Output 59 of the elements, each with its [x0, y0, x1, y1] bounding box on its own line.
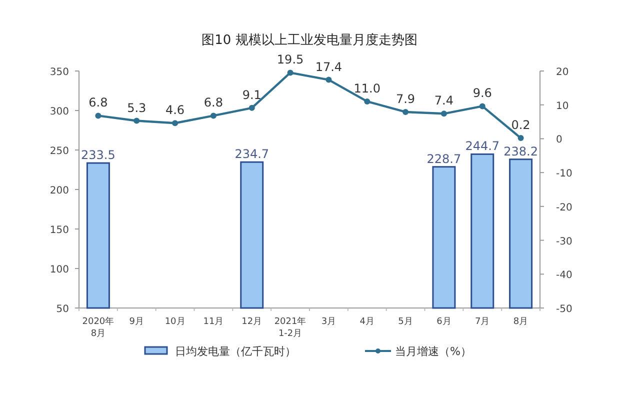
x-tick-label: 9月	[129, 317, 144, 327]
legend-label: 日均发电量（亿千瓦时）	[175, 345, 296, 358]
data-label: 234.7	[234, 147, 270, 162]
y-tick-label: 50	[56, 304, 69, 315]
point	[364, 98, 370, 104]
point	[210, 112, 216, 119]
point	[287, 70, 294, 76]
data-label: 19.5	[276, 52, 304, 67]
x-tick-label: 6月	[436, 317, 452, 327]
chart-title: 图10 规模以上工业发电量月度走势图	[202, 32, 418, 48]
y-tick-label: 350	[50, 67, 69, 78]
y2-tick-label: 10	[556, 100, 569, 112]
x-tick-label: 3月	[321, 317, 336, 327]
point	[248, 104, 255, 111]
y-tick-label: 250	[50, 146, 69, 157]
y2-tick-label: -10	[556, 168, 572, 180]
x-tick-label: 7月	[475, 317, 490, 327]
y2-tick-label: -50	[556, 304, 572, 315]
data-label: 244.7	[465, 139, 500, 154]
y2-tick-label: -20	[556, 202, 572, 214]
data-label: 4.6	[165, 103, 185, 118]
data-label: 0.2	[511, 118, 530, 132]
point	[440, 110, 447, 117]
x-tick-label: 11月	[203, 317, 224, 327]
x-tick-label: 10月	[164, 317, 186, 327]
data-label: 7.4	[434, 94, 454, 108]
point	[326, 76, 332, 83]
data-label: 7.9	[396, 92, 416, 106]
data-label: 9.6	[472, 86, 492, 100]
x-tick-label: 2021年 1-2月	[274, 316, 306, 339]
x-tick-label: 5月	[398, 317, 413, 327]
data-label: 6.8	[88, 96, 108, 110]
data-label: 228.7	[426, 152, 462, 166]
point	[95, 112, 102, 119]
y-tick-label: 100	[50, 264, 69, 276]
x-tick-label: 4月	[360, 317, 374, 327]
data-label: 238.2	[504, 144, 538, 158]
x-tick-label: 12月	[242, 317, 262, 327]
data-label: 6.8	[204, 96, 224, 110]
legend-label: 当月增速（%）	[395, 345, 472, 358]
y2-tick-label: 20	[556, 67, 569, 78]
point	[172, 120, 178, 126]
x-tick-label: 2020年 8月	[82, 316, 114, 339]
data-label: 11.0	[354, 81, 380, 96]
data-label: 5.3	[127, 100, 146, 115]
data-label: 17.4	[315, 60, 342, 74]
data-label: 9.1	[242, 88, 262, 102]
point	[402, 108, 409, 115]
point	[134, 118, 140, 124]
y-tick-label: 300	[50, 106, 69, 118]
point	[518, 135, 524, 142]
y2-tick-label: -40	[556, 270, 572, 282]
y-tick-label: 200	[50, 186, 69, 196]
y-tick-label: 150	[50, 225, 69, 236]
y2-tick-label: 0	[556, 134, 562, 146]
x-tick-label: 8月	[513, 317, 528, 327]
data-label: 233.5	[81, 148, 116, 162]
y2-tick-label: -30	[556, 236, 572, 248]
point	[479, 103, 486, 110]
